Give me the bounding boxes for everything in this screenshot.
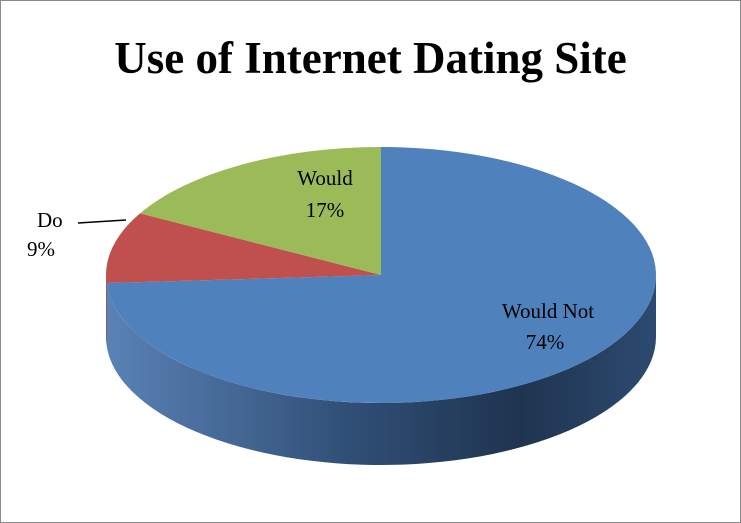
pie-labels: Would Not 74% Do 9% Would 17% xyxy=(27,166,594,354)
pie-side-would-not xyxy=(106,275,656,466)
pie-tops xyxy=(105,147,656,403)
slice-label-would-not: Would Not xyxy=(502,299,594,323)
pie-sides xyxy=(106,275,656,466)
label-leader-line xyxy=(77,219,127,224)
pie-slice-would-not xyxy=(106,147,656,403)
slice-value-do: 9% xyxy=(27,237,55,261)
slice-value-would-not: 74% xyxy=(526,330,565,354)
pie-side-do xyxy=(106,275,107,346)
pie-slice-do xyxy=(105,213,381,284)
pie-slice-would xyxy=(140,147,381,275)
slice-label-do: Do xyxy=(37,208,63,232)
chart-title: Use of Internet Dating Site xyxy=(114,33,627,83)
slice-label-would: Would xyxy=(297,166,353,190)
slice-value-would: 17% xyxy=(306,198,345,222)
